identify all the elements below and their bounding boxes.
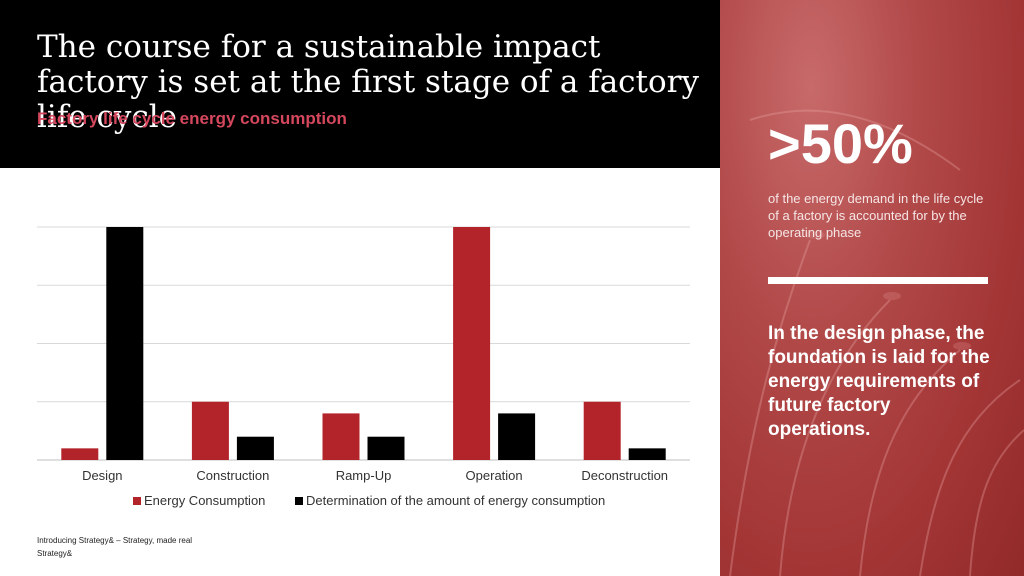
bar-energy-consumption-operation [453, 227, 491, 460]
legend-swatch [295, 497, 303, 505]
bar-energy-consumption-ramp-up [322, 413, 360, 460]
x-tick-label: Ramp-Up [336, 468, 392, 483]
bar-chart: Design Construction Ramp-Up Operation Decons… [37, 226, 690, 508]
bar-determination-of-ramp-up [367, 436, 405, 460]
statistic-caption: of the energy demand in the life cycle o… [768, 191, 984, 240]
footer-brand: Strategy& [37, 549, 73, 558]
bar-determination-of-deconstruction [628, 448, 666, 460]
header-band: The course for a sustainable impact fact… [0, 0, 720, 168]
bar-determination-of-design [106, 227, 144, 460]
x-tick-label: Design [82, 468, 122, 483]
legend-swatch [133, 497, 141, 505]
x-tick-label: Deconstruction [581, 468, 668, 483]
bar-energy-consumption-design [61, 448, 99, 460]
bar-determination-of-operation [498, 413, 536, 460]
bar-energy-consumption-deconstruction [583, 401, 621, 460]
big-statistic: >50% [768, 112, 913, 175]
x-tick-label: Operation [466, 468, 523, 483]
bar-energy-consumption-construction [191, 401, 229, 460]
design-phase-text: In the design phase, the foundation is l… [768, 323, 990, 440]
x-tick-label: Construction [196, 468, 269, 483]
legend-label: Determination of the amount of energy co… [306, 493, 605, 508]
highlight-panel: >50% of the energy demand in the life cy… [720, 0, 1024, 576]
page-subtitle: Factory life cycle energy consumption [37, 109, 347, 128]
bar-determination-of-construction [236, 436, 274, 460]
page-title: The course for a sustainable impact fact… [37, 29, 699, 135]
divider-line [768, 277, 988, 284]
legend-label: Energy Consumption [144, 493, 265, 508]
footer-tagline: Introducing Strategy& – Strategy, made r… [37, 536, 193, 545]
grass-background-image [729, 109, 1024, 576]
